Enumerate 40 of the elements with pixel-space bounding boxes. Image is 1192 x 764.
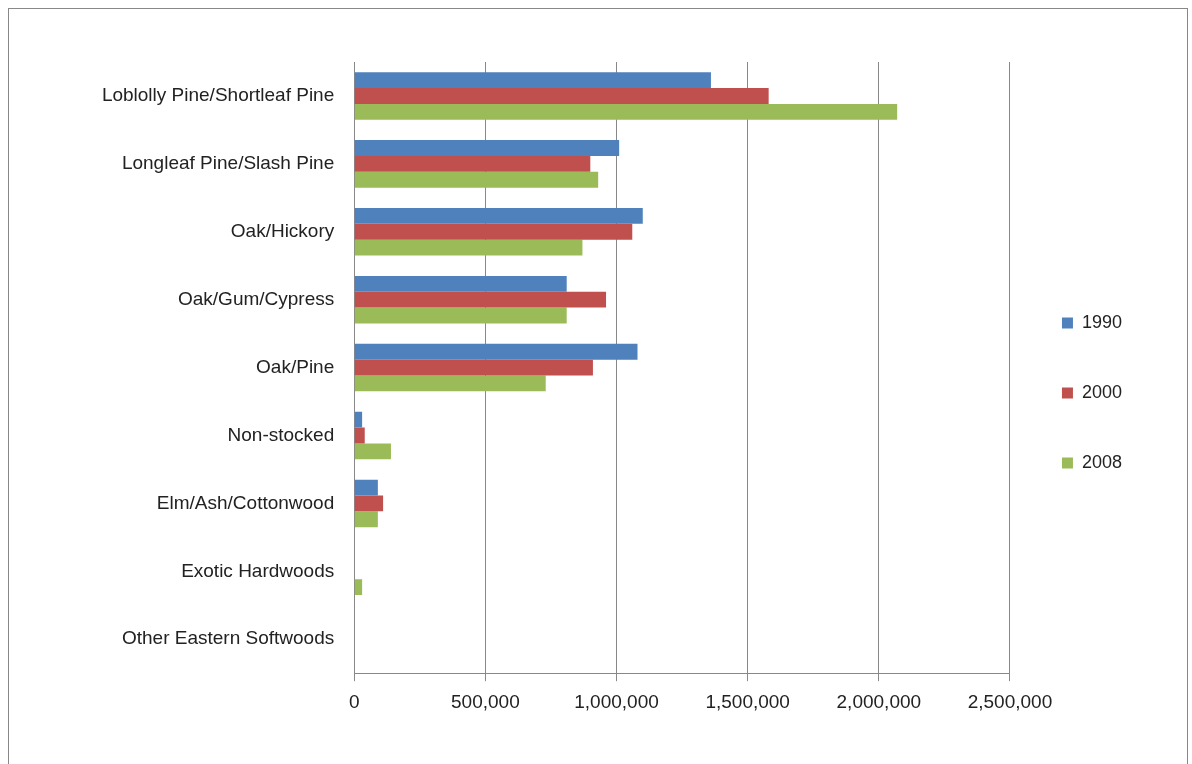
x-tick-label: 2,000,000	[836, 690, 922, 712]
bar	[354, 411, 363, 428]
bar	[354, 359, 593, 376]
bar	[354, 495, 384, 512]
bar	[354, 291, 607, 308]
x-tick-label: 0	[348, 690, 360, 712]
x-tick-label: 2,500,000	[967, 690, 1053, 712]
y-tick-label: Other Eastern Softwoods	[121, 627, 335, 649]
bar	[354, 343, 638, 360]
bar	[354, 103, 898, 120]
bar	[354, 579, 363, 596]
bar	[354, 88, 769, 104]
legend-label: 2000	[1081, 381, 1122, 402]
legend-label: 2008	[1081, 451, 1122, 472]
y-tick-label: Exotic Hardwoods	[181, 559, 335, 581]
bar	[354, 223, 633, 240]
y-tick-label: Loblolly Pine/Shortleaf Pine	[101, 84, 335, 106]
x-tick-label: 1,000,000	[574, 690, 659, 712]
bar	[354, 511, 378, 528]
bar	[354, 375, 546, 392]
bar	[354, 479, 378, 496]
y-tick-label: Elm/Ash/Cottonwood	[156, 491, 335, 513]
bar	[354, 155, 591, 172]
bar	[354, 443, 391, 460]
bar	[354, 239, 583, 256]
bar	[354, 208, 643, 224]
y-tick-label: Oak/Pine	[256, 355, 335, 377]
bar	[354, 171, 599, 188]
y-tick-label: Longleaf Pine/Slash Pine	[121, 152, 335, 174]
legend-label: 1990	[1081, 311, 1122, 332]
bar	[354, 307, 567, 324]
y-tick-label: Non-stocked	[227, 423, 335, 445]
y-tick-label: Oak/Hickory	[230, 220, 335, 242]
x-tick-label: 1,500,000	[705, 690, 790, 712]
bar	[354, 275, 567, 292]
bar	[354, 427, 365, 444]
y-tick-label: Oak/Gum/Cypress	[177, 287, 335, 309]
x-tick-label: 500,000	[451, 690, 520, 712]
bar	[354, 140, 620, 156]
bar	[354, 72, 711, 89]
